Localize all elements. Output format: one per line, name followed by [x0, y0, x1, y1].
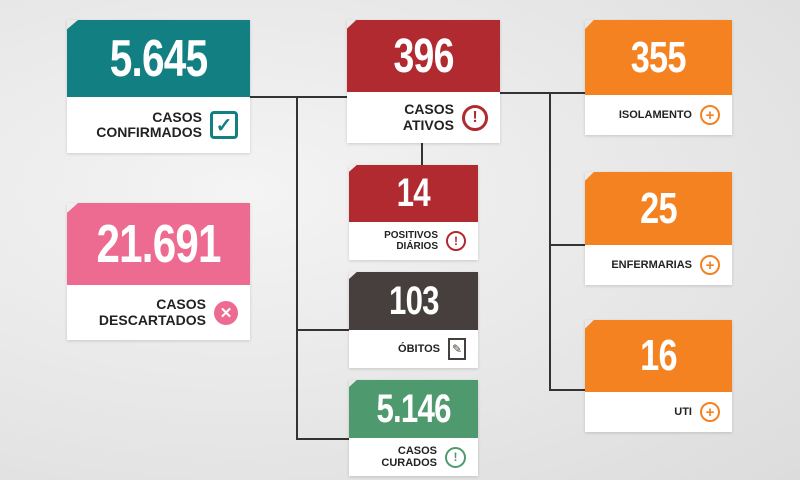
label: CONFIRMADOS: [96, 124, 202, 140]
connector: [549, 92, 551, 391]
connector: [296, 96, 298, 440]
connector: [549, 389, 586, 391]
label: ÓBITOS: [398, 342, 440, 355]
label: CASOS: [156, 296, 206, 313]
label: DIÁRIOS: [396, 241, 438, 252]
plus-circle-icon: +: [700, 105, 720, 125]
check-box-icon: ✓: [210, 111, 238, 139]
label: UTI: [674, 405, 692, 418]
label: DESCARTADOS: [98, 311, 206, 328]
exclamation-circle-icon: !: [445, 446, 466, 468]
value: 21.691: [96, 214, 221, 274]
document-pen-icon: ✎: [448, 338, 466, 360]
connector: [421, 143, 423, 166]
value: 25: [640, 183, 677, 233]
card-uti: 16 UTI +: [585, 320, 732, 432]
card-positivos-diarios: 14 POSITIVOS DIÁRIOS !: [349, 165, 478, 260]
value: 103: [388, 278, 440, 323]
label: ISOLAMENTO: [618, 108, 692, 121]
connector: [500, 92, 586, 94]
card-isolamento: 355 ISOLAMENTO +: [585, 20, 732, 135]
exclamation-circle-icon: !: [446, 231, 466, 251]
card-casos-confirmados: 5.645 CASOS CONFIRMADOS ✓: [67, 20, 250, 153]
connector: [250, 96, 348, 98]
label: ATIVOS: [402, 116, 454, 133]
label: POSITIVOS: [384, 230, 438, 241]
value: 355: [631, 32, 687, 82]
value: 14: [396, 171, 431, 215]
label: CASOS: [152, 108, 202, 125]
label: ENFERMARIAS: [611, 258, 692, 271]
exclamation-circle-icon: !: [462, 104, 488, 131]
value: 5.645: [109, 29, 208, 88]
value: 5.146: [376, 386, 451, 431]
card-casos-ativos: 396 CASOS ATIVOS !: [347, 20, 500, 143]
plus-circle-icon: +: [700, 402, 720, 422]
label: CURADOS: [381, 457, 437, 469]
label: CASOS: [404, 101, 454, 118]
plus-circle-icon: +: [700, 255, 720, 275]
value: 396: [393, 29, 454, 83]
connector: [296, 329, 350, 331]
card-obitos: 103 ÓBITOS ✎: [349, 272, 478, 368]
card-casos-descartados: 21.691 CASOS DESCARTADOS ✕: [67, 203, 250, 340]
card-casos-curados: 5.146 CASOS CURADOS !: [349, 380, 478, 476]
value: 16: [640, 331, 677, 380]
connector: [549, 244, 586, 246]
connector: [296, 438, 350, 440]
x-circle-icon: ✕: [214, 300, 238, 325]
card-enfermarias: 25 ENFERMARIAS +: [585, 172, 732, 285]
label: CASOS: [397, 444, 437, 457]
